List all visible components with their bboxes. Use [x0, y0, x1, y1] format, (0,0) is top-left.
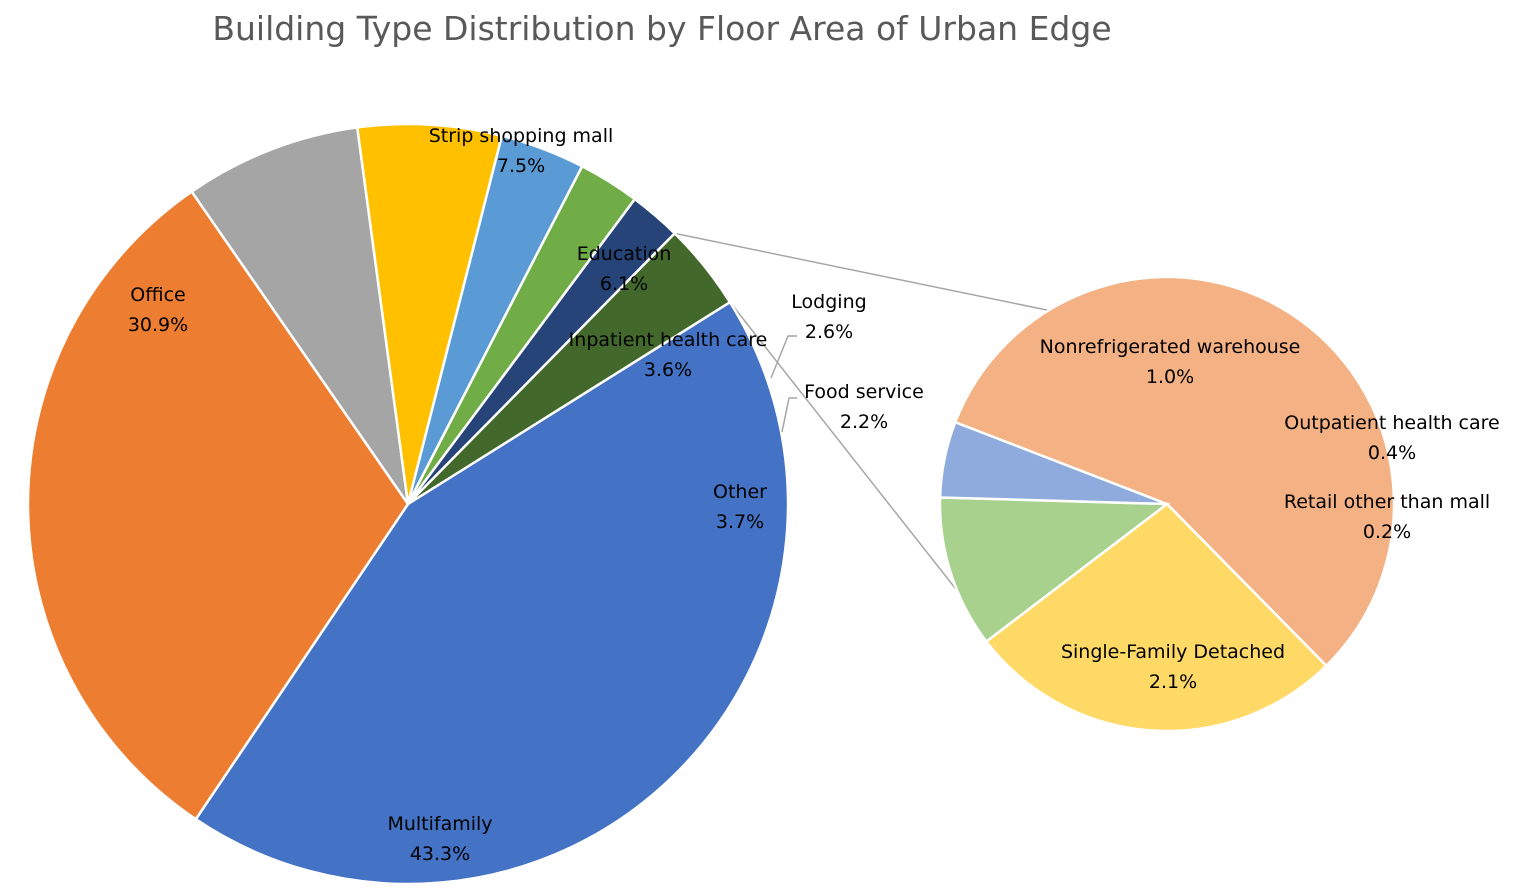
main-label-office: Office 30.9%: [128, 284, 188, 336]
main-label-lodging: Lodging 2.6%: [791, 291, 866, 343]
main-label-education: Education 6.1%: [577, 243, 672, 295]
main-label-strip-shopping-mall: Strip shopping mall 7.5%: [429, 125, 614, 177]
main-slice-office: [26, 189, 410, 821]
secondary-label-nonrefrigerated-warehouse: Nonrefrigerated warehouse 1.0%: [1040, 336, 1301, 388]
main-pie: [26, 122, 790, 886]
secondary-slice-single-family-detached: [953, 275, 1396, 668]
main-label-inpatient-health-care: Inpatient health care 3.6%: [569, 329, 768, 381]
main-slice-other: [407, 231, 732, 506]
secondary-slice-nonrefrigerated-warehouse: [984, 502, 1329, 733]
secondary-slice-retail-other-than-mall: [938, 420, 1168, 506]
secondary-slice-outpatient-health-care: [938, 496, 1171, 644]
main-slice-strip-shopping-mall: [189, 125, 410, 505]
main-slice-education: [355, 122, 504, 505]
leader-line-lodging: [770, 335, 797, 379]
secondary-label-single-family-detached: Single-Family Detached 2.1%: [1061, 641, 1285, 693]
secondary-pie: [938, 275, 1396, 733]
connector-line-top: [674, 232, 1049, 312]
secondary-label-outpatient-health-care: Outpatient health care 0.4%: [1284, 412, 1499, 464]
chart-title: Building Type Distribution by Floor Area…: [212, 9, 1111, 48]
main-label-food-service: Food service 2.2%: [804, 381, 924, 433]
secondary-label-retail-other-than-mall: Retail other than mall 0.2%: [1284, 491, 1490, 543]
main-slice-multifamily: [194, 300, 790, 886]
main-label-multifamily: Multifamily 43.3%: [387, 813, 492, 865]
leader-lines: [770, 335, 797, 433]
slice-labels: Multifamily 43.3% Office 30.9% Strip shoppin…: [128, 125, 1500, 865]
main-label-other: Other 3.7%: [713, 481, 767, 533]
leader-line-food-service: [781, 397, 797, 433]
